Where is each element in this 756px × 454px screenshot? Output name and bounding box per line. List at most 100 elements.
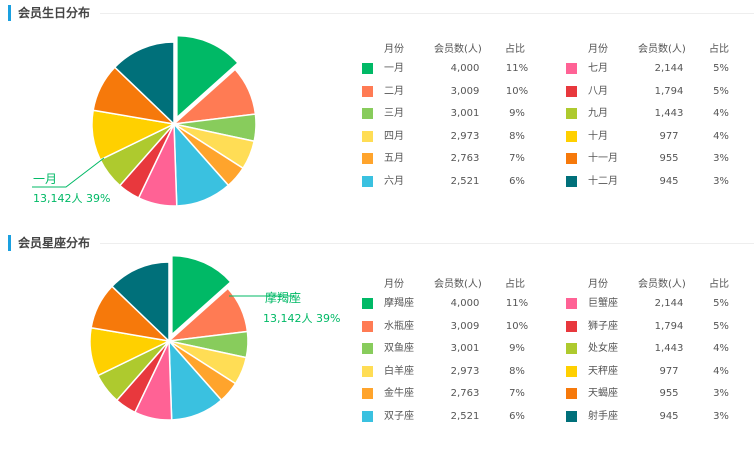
legend-swatch bbox=[362, 130, 373, 142]
legend-label: 九月 bbox=[588, 108, 608, 119]
legend-row[interactable]: 七月 2,144 5% bbox=[566, 58, 746, 80]
legend-row[interactable]: 水瓶座 3,009 10% bbox=[362, 316, 542, 338]
legend-percent: 3% bbox=[713, 410, 729, 422]
legend-label: 六月 bbox=[384, 175, 404, 187]
legend-percent: 9% bbox=[509, 108, 525, 119]
section-title: 会员星座分布 bbox=[8, 235, 90, 251]
legend-percent: 11% bbox=[505, 63, 529, 74]
section-title: 会员生日分布 bbox=[8, 5, 90, 21]
legend-count: 2,144 bbox=[654, 298, 684, 309]
legend-label: 天蝎座 bbox=[588, 388, 618, 399]
legend-percent: 10% bbox=[505, 320, 529, 332]
highlight-label: 摩羯座 bbox=[265, 290, 301, 305]
leader-line bbox=[32, 157, 105, 188]
header-pct: 占比 bbox=[709, 279, 729, 290]
legend-swatch bbox=[362, 85, 373, 97]
legend-label: 十一月 bbox=[588, 153, 618, 164]
legend-swatch bbox=[362, 153, 373, 164]
legend-count: 2,521 bbox=[450, 410, 480, 422]
legend-percent: 4% bbox=[713, 108, 729, 119]
legend-row[interactable]: 双子座 2,521 6% bbox=[362, 406, 542, 428]
legend-row[interactable]: 六月 2,521 6% bbox=[362, 171, 542, 193]
divider bbox=[100, 243, 754, 244]
pie-slice[interactable] bbox=[171, 254, 232, 337]
legend-row[interactable]: 金牛座 2,763 7% bbox=[362, 383, 542, 405]
legend-percent: 5% bbox=[713, 85, 729, 97]
legend-swatch bbox=[566, 153, 577, 164]
legend-row[interactable]: 处女座 1,443 4% bbox=[566, 338, 746, 360]
legend-label: 一月 bbox=[384, 63, 404, 74]
legend-row[interactable]: 摩羯座 4,000 11% bbox=[362, 293, 542, 315]
legend-label: 狮子座 bbox=[588, 320, 618, 332]
legend-row[interactable]: 八月 1,794 5% bbox=[566, 81, 746, 103]
legend-row[interactable]: 一月 4,000 11% bbox=[362, 58, 542, 80]
legend-row[interactable]: 白羊座 2,973 8% bbox=[362, 361, 542, 383]
constellation-pie-chart: 摩羯座 13,142人 39% bbox=[89, 254, 340, 421]
legend-percent: 4% bbox=[713, 365, 729, 377]
pie-slice[interactable] bbox=[176, 34, 240, 120]
legend-percent: 7% bbox=[509, 153, 525, 164]
legend-swatch bbox=[362, 388, 373, 399]
birthday-section: 会员生日分布 一月 13,142人 39% 月份 会员数(人) 占比 一月 4,000 11… bbox=[0, 0, 756, 224]
legend-count: 2,521 bbox=[450, 175, 480, 187]
legend-row[interactable]: 巨蟹座 2,144 5% bbox=[566, 293, 746, 315]
legend-label: 七月 bbox=[588, 63, 608, 74]
legend-label: 二月 bbox=[384, 85, 404, 97]
legend-count: 977 bbox=[659, 130, 679, 142]
legend-row[interactable]: 十月 977 4% bbox=[566, 126, 746, 148]
highlight-value: 13,142人 39% bbox=[263, 312, 340, 325]
header-count: 会员数(人) bbox=[638, 44, 686, 55]
pie-slice[interactable] bbox=[110, 261, 170, 343]
header-pct: 占比 bbox=[505, 279, 525, 290]
legend-row[interactable]: 天秤座 977 4% bbox=[566, 361, 746, 383]
legend-swatch bbox=[362, 320, 373, 332]
legend-swatch bbox=[362, 108, 373, 119]
legend-swatch bbox=[566, 85, 577, 97]
legend-percent: 4% bbox=[713, 130, 729, 142]
legend-row[interactable]: 射手座 945 3% bbox=[566, 406, 746, 428]
legend-label: 射手座 bbox=[588, 410, 618, 422]
header-month: 月份 bbox=[588, 279, 608, 290]
legend-swatch bbox=[362, 343, 373, 354]
legend-swatch bbox=[566, 298, 577, 309]
legend-count: 4,000 bbox=[450, 63, 480, 74]
legend-row[interactable]: 天蝎座 955 3% bbox=[566, 383, 746, 405]
legend-row[interactable]: 五月 2,763 7% bbox=[362, 148, 542, 170]
legend-swatch bbox=[566, 175, 577, 187]
legend-row[interactable]: 双鱼座 3,001 9% bbox=[362, 338, 542, 360]
legend-count: 2,973 bbox=[450, 365, 480, 377]
legend-label: 十月 bbox=[588, 130, 608, 142]
legend-label: 十二月 bbox=[588, 175, 618, 187]
legend-count: 1,443 bbox=[654, 108, 684, 119]
legend-label: 天秤座 bbox=[588, 365, 618, 377]
legend-swatch bbox=[362, 298, 373, 309]
legend-label: 双子座 bbox=[384, 410, 414, 422]
legend-swatch bbox=[566, 130, 577, 142]
legend-percent: 3% bbox=[713, 175, 729, 187]
legend-swatch bbox=[362, 175, 373, 187]
legend-row[interactable]: 三月 3,001 9% bbox=[362, 103, 542, 125]
legend-count: 2,763 bbox=[450, 388, 480, 399]
header-month: 月份 bbox=[588, 44, 608, 55]
legend-row[interactable]: 十一月 955 3% bbox=[566, 148, 746, 170]
legend-label: 处女座 bbox=[588, 343, 618, 354]
header-count: 会员数(人) bbox=[434, 44, 482, 55]
legend-count: 945 bbox=[659, 410, 679, 422]
legend-row[interactable]: 十二月 945 3% bbox=[566, 171, 746, 193]
header-pct: 占比 bbox=[505, 44, 525, 55]
legend-row[interactable]: 四月 2,973 8% bbox=[362, 126, 542, 148]
legend-count: 1,794 bbox=[654, 85, 684, 97]
legend-swatch bbox=[566, 365, 577, 377]
header-count: 会员数(人) bbox=[638, 279, 686, 290]
legend-label: 金牛座 bbox=[384, 388, 414, 399]
legend-row[interactable]: 狮子座 1,794 5% bbox=[566, 316, 746, 338]
highlight-label: 一月 bbox=[33, 172, 57, 186]
legend-count: 977 bbox=[659, 365, 679, 377]
header-month: 月份 bbox=[384, 279, 404, 290]
legend-row[interactable]: 二月 3,009 10% bbox=[362, 81, 542, 103]
pie-slice[interactable] bbox=[113, 41, 175, 126]
legend-row[interactable]: 九月 1,443 4% bbox=[566, 103, 746, 125]
constellation-section: 会员星座分布 摩羯座 13,142人 39% 月份 会员数(人) 占比摩羯座 4,000… bbox=[0, 230, 756, 454]
legend-count: 945 bbox=[659, 175, 679, 187]
legend-swatch bbox=[362, 410, 373, 422]
